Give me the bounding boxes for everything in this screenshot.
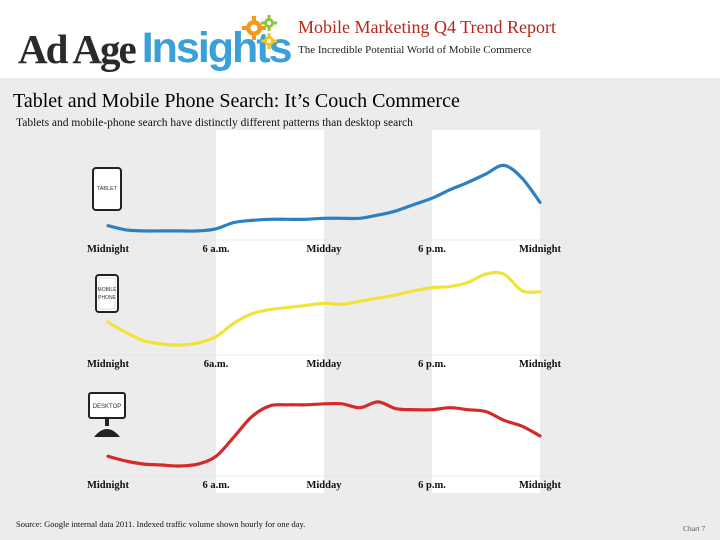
x-tick-label: Midnight: [519, 480, 562, 491]
x-tick-label: 6 p.m.: [418, 359, 446, 370]
series-line-mobile-phone: [106, 270, 542, 347]
chart-number: Chart 7: [683, 524, 706, 533]
monitor-base: [94, 429, 120, 437]
report-title: Mobile Marketing Q4 Trend Report: [298, 17, 556, 37]
device-label: TABLET: [97, 186, 118, 192]
tablet-frame: [92, 167, 122, 211]
time-band-2: [432, 130, 540, 493]
x-tick-label: 6a.m.: [204, 359, 229, 370]
monitor-neck: [105, 418, 109, 426]
chart-panel-tablet: Midnight 6 a.m. Midday 6 p.m. Midnight TABLET: [87, 163, 562, 255]
report-header: Ad Age Insights Mobile Marketing Q4 Tren…: [0, 0, 720, 78]
report-subtitle: The Incredible Potential World of Mobile…: [298, 44, 532, 56]
series-line-desktop: [106, 400, 542, 468]
ad-age-insights-logo: Ad Age Insights: [18, 14, 293, 72]
mobile-phone-icon: MOBILE PHONE: [95, 274, 119, 313]
x-tick-label: Midnight: [519, 359, 562, 370]
x-tick-label: Midnight: [87, 359, 130, 370]
x-tick-label: Midday: [306, 480, 342, 491]
chart-panel-desktop: Midnight 6 a.m. Midday 6 p.m. Midnight DESKTO…: [87, 392, 562, 491]
desktop-icon: DESKTOP: [88, 392, 126, 437]
gears-icon: [242, 15, 277, 49]
series-line-tablet: [106, 163, 542, 233]
logo-product: Insights: [141, 24, 293, 72]
time-band-1: [216, 130, 324, 493]
phone-screen: [98, 277, 116, 310]
x-tick-label: Midday: [306, 359, 342, 370]
device-label: PHONE: [98, 295, 116, 301]
x-tick-label: Midnight: [87, 480, 130, 491]
slide-subtitle: Tablets and mobile-phone search have dis…: [16, 117, 413, 129]
logo-brand: Ad Age: [18, 26, 137, 72]
x-tick-label: Midnight: [87, 244, 130, 255]
device-label: DESKTOP: [93, 404, 122, 410]
x-tick-label: Midnight: [519, 244, 562, 255]
slide-background: [0, 78, 720, 540]
x-tick-label: 6 a.m.: [202, 480, 229, 491]
x-tick-label: 6 p.m.: [418, 244, 446, 255]
x-tick-label: Midday: [306, 244, 342, 255]
x-tick-label: 6 a.m.: [202, 244, 229, 255]
x-tick-label: 6 p.m.: [418, 480, 446, 491]
chart-panel-mobile-phone: Midnight 6a.m. Midday 6 p.m. Midnight MOBILE P…: [87, 270, 562, 370]
slide-title: Tablet and Mobile Phone Search: It’s Cou…: [13, 90, 460, 112]
device-label: MOBILE: [98, 287, 118, 293]
tablet-icon: TABLET: [92, 167, 122, 211]
source-note: Source: Google internal data 2011. Index…: [16, 519, 306, 529]
